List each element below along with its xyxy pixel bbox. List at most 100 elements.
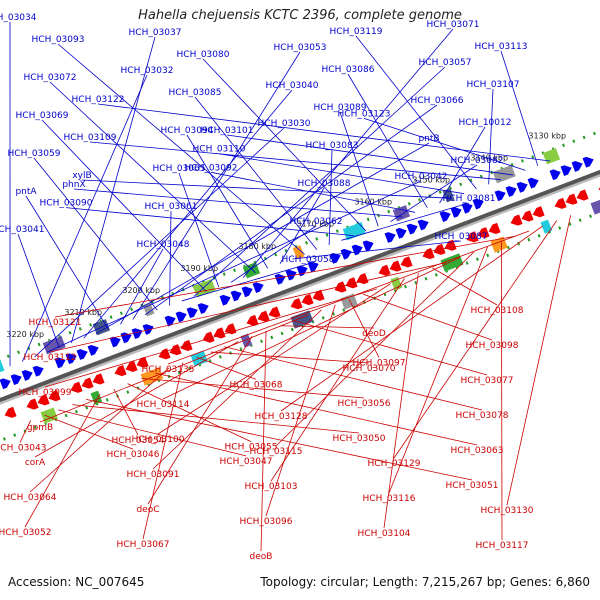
feature-block-rect (342, 221, 366, 241)
forward-leader-line (97, 103, 551, 162)
reverse-gene (246, 314, 259, 326)
reverse-leader-line (293, 320, 488, 376)
forward-leader-line (363, 117, 526, 171)
reverse-gene-arrow (37, 394, 50, 406)
reverse-gene (257, 310, 270, 322)
forward-leader-line (21, 74, 148, 362)
reverse-gene-label: HCH_03050 (333, 434, 386, 444)
reverse-gene-arrow (389, 260, 402, 272)
forward-gene-label: HCH_03087 (435, 232, 488, 242)
reverse-gene-arrow (477, 227, 490, 239)
reverse-leader-line (34, 341, 239, 458)
reverse-gene-label: HCH_03063 (451, 446, 504, 456)
reverse-gene-label: HCH_03047 (220, 457, 273, 467)
forward-leader-line (210, 171, 416, 213)
reverse-gene-label: HCH_03121 (29, 318, 82, 328)
reverse-leader-line (54, 235, 516, 318)
forward-leader-line (341, 202, 470, 241)
forward-gene (582, 156, 594, 168)
forward-gene (351, 244, 363, 256)
forward-gene-label: HCH_03093 (32, 35, 85, 45)
forward-track-guide (0, 131, 598, 361)
forward-gene (395, 227, 407, 239)
forward-gene-label: HCH_03059 (8, 149, 61, 159)
reverse-leader-line (127, 383, 252, 442)
reverse-gene (532, 206, 545, 218)
feature-block-rect (542, 148, 561, 165)
reverse-gene-label: HCH_03099 (19, 388, 72, 398)
forward-leader-line (46, 180, 422, 353)
reverse-gene-label: HCH_03068 (230, 380, 283, 390)
forward-gene (87, 344, 99, 356)
reverse-gene-arrow (510, 214, 523, 226)
kbp-tick-label: 3190 kbp (180, 264, 218, 273)
reverse-gene-arrow (532, 206, 545, 218)
reverse-leader-line (348, 299, 380, 358)
feature-block-rect (40, 407, 58, 424)
forward-gene-arrow (131, 328, 143, 340)
kbp-tick-label: 3140 kbp (470, 154, 508, 163)
forward-gene (571, 161, 583, 172)
reverse-gene (213, 327, 226, 339)
reverse-gene-arrow (356, 273, 369, 285)
forward-gene-label: HCH_03083 (306, 141, 359, 151)
reverse-leader-line (506, 215, 572, 506)
reverse-gene (202, 331, 215, 343)
feature-block (590, 196, 600, 215)
forward-gene-arrow (549, 169, 561, 181)
reverse-gene (224, 323, 237, 335)
reverse-gene-arrow (466, 231, 479, 243)
forward-gene-label: HCH_03066 (411, 96, 464, 106)
reverse-leader-line (29, 367, 170, 493)
forward-gene (10, 374, 22, 386)
reverse-gene (345, 277, 358, 289)
reverse-gene (301, 293, 314, 306)
reverse-gene-label: HCH_03128 (255, 412, 308, 422)
forward-gene (560, 165, 572, 177)
forward-leader-line (279, 187, 325, 264)
forward-leader-line (65, 207, 354, 237)
reverse-gene (488, 222, 501, 235)
forward-gene-arrow (307, 261, 319, 273)
forward-gene (340, 248, 352, 260)
reverse-gene-arrow (224, 323, 237, 335)
forward-gene-label: HCH_03122 (72, 95, 125, 105)
reverse-leader-line (270, 278, 405, 482)
reverse-leader-line (279, 325, 375, 329)
forward-leader-line (25, 195, 109, 330)
reverse-gene-label: HCH_03098 (466, 341, 519, 351)
forward-gene-arrow (571, 161, 583, 172)
forward-gene-label: HCH_03040 (266, 81, 319, 91)
feature-block-rect (142, 302, 155, 317)
reverse-leader-line (265, 304, 336, 517)
forward-leader-line (132, 51, 301, 320)
kbp-tick-label: 3150 kbp (412, 176, 450, 185)
forward-gene-arrow (164, 315, 176, 327)
forward-gene (516, 181, 528, 193)
forward-gene-arrow (560, 165, 572, 177)
forward-gene-label: HCH_03086 (322, 65, 375, 75)
forward-gene (439, 211, 451, 222)
reverse-leader-line (85, 399, 473, 481)
reverse-gene-arrow (290, 298, 303, 310)
forward-leader-line (181, 263, 309, 302)
reverse-gene-arrow (488, 222, 501, 235)
reverse-gene-label: HCH_03112 (24, 353, 77, 363)
forward-gene-label: HCH_03034 (0, 13, 37, 23)
forward-gene-arrow (461, 202, 473, 214)
feature-block-rect (42, 335, 66, 355)
reverse-leader-line (210, 351, 370, 364)
reverse-gene-arrow (521, 210, 534, 222)
reverse-gene-arrow (169, 344, 182, 356)
forward-gene-label: HCH_03062 (290, 217, 343, 227)
feature-block-rect (540, 219, 553, 234)
reverse-gene-arrow (576, 189, 589, 201)
reverse-gene-label: HCH_03056 (338, 399, 391, 409)
reverse-gene-label: HCH_03129 (368, 459, 421, 469)
feature-block-rect (140, 367, 164, 386)
forward-gene-label: HCH_03107 (467, 80, 520, 90)
forward-leader-line (339, 111, 379, 227)
forward-gene-arrow (274, 273, 286, 285)
accession-text: Accession: NC_007645 (8, 575, 145, 589)
reverse-gene-arrow (345, 277, 358, 289)
